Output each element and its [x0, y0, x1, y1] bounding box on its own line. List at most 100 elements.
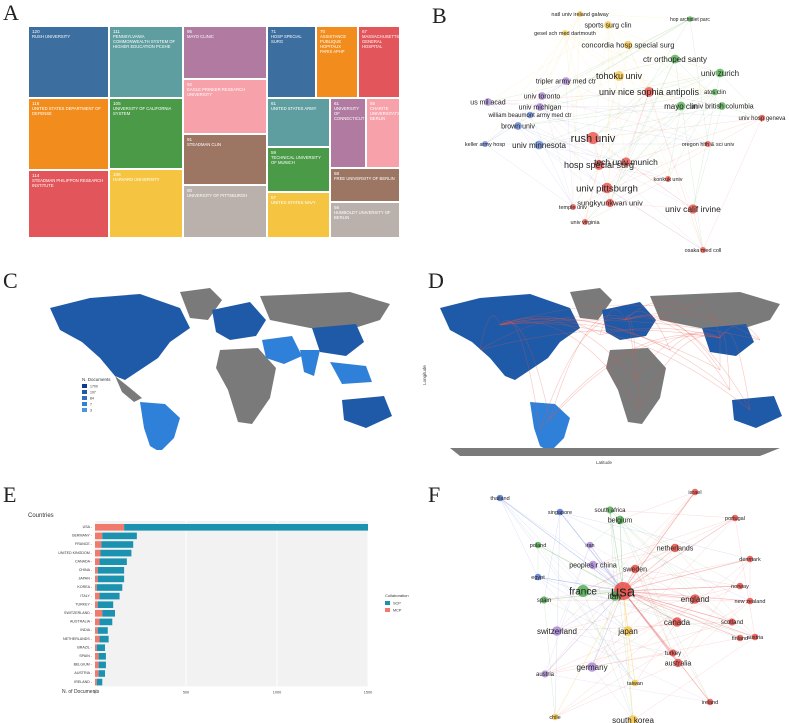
europe: [602, 302, 656, 340]
network-edge: [607, 24, 721, 74]
network-edge: [591, 595, 616, 668]
collaboration-line: [479, 315, 626, 351]
bar-mcp: [95, 610, 103, 617]
network-node: [610, 591, 620, 601]
network-edge: [582, 590, 741, 639]
collaboration-line: [639, 335, 721, 411]
network-nodes: [481, 10, 766, 254]
treemap-cell: 120 RUSH UNIVERSITY: [28, 26, 109, 98]
network-edge: [543, 599, 679, 664]
network-edge: [648, 91, 723, 107]
bar-mcp: [95, 644, 97, 651]
network-edge: [556, 491, 696, 632]
network-edge: [539, 106, 611, 204]
network-node: [556, 508, 564, 516]
collaboration-line: [499, 321, 551, 421]
network-edge: [579, 13, 691, 20]
network-node-label: keller army hosp: [465, 142, 505, 148]
collaboration-line: [479, 329, 721, 351]
bar-scp: [100, 549, 132, 557]
network-node-label: mayo clin: [664, 102, 698, 111]
network-edge: [499, 497, 624, 592]
network-edge: [565, 13, 581, 82]
network-edge: [487, 101, 608, 189]
network-node: [577, 585, 589, 597]
bar-mcp: [95, 601, 98, 608]
network-edge: [674, 58, 723, 107]
network-node-label: belgium: [608, 517, 633, 524]
network-edge: [622, 590, 711, 703]
treemap-cell: 111 PENNSYLVANIA COMMONWEALTH SYSTEM OF H…: [109, 26, 183, 98]
network-edge: [544, 673, 711, 703]
network-edge: [529, 114, 574, 208]
network-edge: [622, 590, 696, 600]
network-node-label: sungkyunkwan univ: [577, 199, 643, 208]
network-edge: [517, 105, 682, 127]
network-edge: [582, 517, 736, 592]
collaboration-lines: [479, 300, 761, 431]
network-edge: [541, 95, 574, 208]
network-node: [604, 21, 612, 29]
collaboration-line: [539, 334, 721, 431]
bar-scp: [102, 532, 137, 540]
network-edge: [592, 564, 634, 721]
bar-mcp: [95, 541, 102, 548]
network-edge: [517, 91, 716, 127]
treemap-panel: 120 RUSH UNIVERSITY 111 PENNSYLVANIA COMMO…: [28, 26, 400, 238]
network-node: [751, 633, 759, 641]
network-node: [623, 626, 633, 636]
x-tick-label: 0: [94, 690, 96, 694]
bar-mcp: [95, 532, 103, 540]
network-edge: [538, 44, 629, 146]
australia: [342, 396, 392, 428]
x-tick-label: 500: [183, 690, 189, 694]
network-node: [601, 182, 613, 194]
network-node: [670, 543, 680, 553]
network-edge: [484, 80, 567, 145]
network-edge: [619, 519, 674, 654]
network-node: [731, 514, 739, 522]
north-america: [50, 294, 190, 380]
network-node-label: rush univ: [571, 133, 616, 145]
treemap-cell: 116 UNITED STATES DEPARTMENT OF DEFENSE: [28, 98, 109, 170]
network-edge: [689, 18, 709, 145]
y-axis-title: Countries: [28, 513, 54, 519]
network-node: [496, 494, 504, 502]
network-node-label: hosp special surg: [564, 160, 634, 170]
network-node-label: spain: [537, 598, 551, 604]
panel-label-a: A: [3, 0, 19, 25]
institution-network: natl univ ireland galway sports surg clin…: [465, 10, 786, 254]
treemap-cell: 70 ASSISTANCE PUBLIQUE HOPITAUX PARIS APH…: [316, 26, 358, 98]
india: [300, 350, 320, 376]
network-edge: [539, 106, 627, 163]
network-node: [704, 140, 712, 148]
bar-scp: [99, 618, 113, 626]
network-edge: [634, 568, 711, 703]
bar-scp: [97, 627, 108, 634]
category-label: UNITED KINGDOM -: [58, 551, 93, 555]
network-edge: [622, 585, 741, 592]
network-node-label: taiwan: [627, 681, 643, 687]
map-legend: N. Documents 1700 107 84 7 3: [82, 377, 111, 413]
network-node: [630, 564, 640, 574]
panel-label-e: E: [3, 482, 17, 507]
network-edge: [592, 117, 763, 139]
network-edge: [592, 58, 676, 139]
network-edge: [572, 18, 691, 208]
category-label: KOREA -: [77, 585, 92, 589]
collaboration-line: [499, 318, 731, 391]
network-node: [628, 715, 638, 723]
network-edge: [484, 143, 574, 208]
network-node-label: south africa: [594, 508, 626, 514]
network-node-label: england: [681, 595, 709, 604]
network-edge: [541, 13, 581, 97]
collaboration-line: [624, 314, 721, 371]
treemap-cell: 114 STEADMAN PHILIPPON RESEARCH INSTITUTE: [28, 170, 109, 238]
legend-swatch-scp: [385, 601, 390, 605]
category-label: ITALY -: [80, 594, 92, 598]
network-node: [690, 594, 700, 604]
network-edge: [517, 32, 566, 127]
collaboration-line: [624, 317, 731, 391]
x-tick-label: 1000: [273, 690, 281, 694]
